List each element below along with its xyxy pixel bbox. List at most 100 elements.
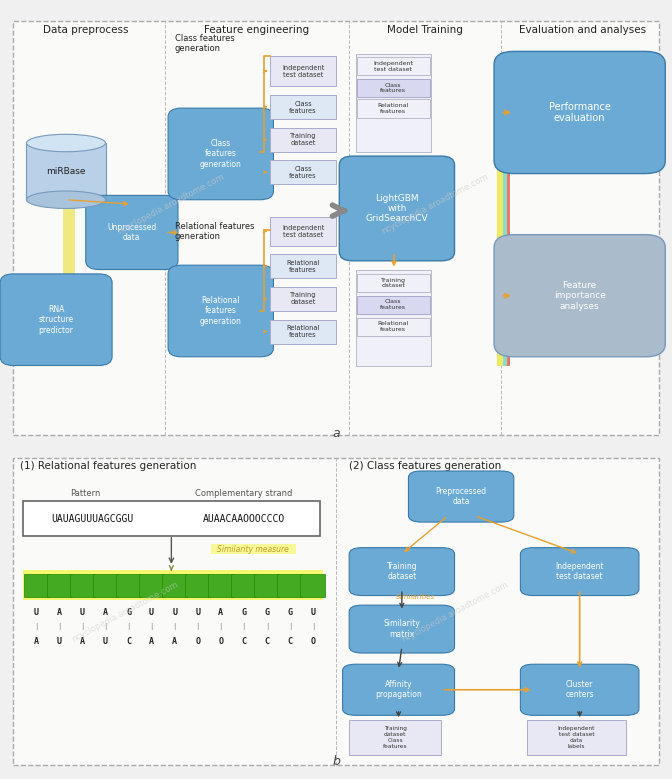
FancyBboxPatch shape [494,51,665,174]
FancyBboxPatch shape [231,574,256,597]
Text: A: A [218,608,223,617]
Text: ncyclopedia.aroadtome.com: ncyclopedia.aroadtome.com [116,172,226,236]
Text: |: | [104,623,107,630]
Bar [270,128,336,152]
Text: Class
features: Class features [380,83,407,93]
Text: Class
features: Class features [289,100,317,114]
Text: O: O [195,637,200,647]
Text: U: U [149,608,154,617]
FancyBboxPatch shape [24,574,49,597]
Bar [270,254,336,278]
FancyBboxPatch shape [300,574,325,597]
Text: a: a [332,427,340,439]
Text: U: U [103,637,108,647]
Text: AUAACAAOOOCCCO: AUAACAAOOOCCCO [203,514,285,524]
Bar [23,570,323,601]
Text: |: | [243,623,245,630]
Text: Training
dataset
Class
features: Training dataset Class features [383,727,408,749]
Text: Independent
test dataset: Independent test dataset [282,225,325,238]
Bar [270,217,336,245]
Text: O: O [310,637,315,647]
FancyBboxPatch shape [254,574,280,597]
Text: Relational features
generation: Relational features generation [175,221,254,241]
Text: Relational
features: Relational features [378,321,409,332]
Text: Evaluation and analyses: Evaluation and analyses [519,25,646,35]
Text: |: | [128,623,130,630]
Text: |: | [173,623,176,630]
Text: Class features
generation: Class features generation [175,34,235,54]
FancyBboxPatch shape [70,574,95,597]
Bar [357,57,429,76]
Text: C: C [264,637,269,647]
Text: G: G [264,608,269,617]
FancyBboxPatch shape [168,265,274,357]
Text: Similarities: Similarities [395,594,435,600]
Text: G: G [241,608,247,617]
Bar [503,69,507,365]
Bar [357,274,429,292]
Text: Class
features
generation: Class features generation [200,139,242,169]
Text: RNA
structure
predictor: RNA structure predictor [38,305,74,335]
Text: A: A [149,637,154,647]
FancyBboxPatch shape [520,664,639,715]
Text: Data preprocess: Data preprocess [43,25,128,35]
Ellipse shape [26,134,106,152]
Text: A: A [57,608,62,617]
FancyBboxPatch shape [13,21,659,435]
Bar [26,143,106,199]
Text: LightGBM
with
GridSearchCV: LightGBM with GridSearchCV [366,193,428,224]
Ellipse shape [26,191,106,209]
Text: |: | [289,623,291,630]
Text: Similarity measure: Similarity measure [218,545,290,554]
Text: U: U [310,608,315,617]
Text: Unprocessed
data: Unprocessed data [108,223,157,242]
FancyBboxPatch shape [47,574,72,597]
FancyBboxPatch shape [520,548,639,596]
Text: Complementary strand: Complementary strand [195,489,292,498]
Text: U: U [34,608,39,617]
Bar [355,270,431,365]
FancyBboxPatch shape [116,574,141,597]
Text: Feature
importance
analyses: Feature importance analyses [554,280,605,311]
Bar [357,318,429,336]
FancyBboxPatch shape [349,605,454,653]
Text: C: C [126,637,131,647]
Text: |: | [220,623,222,630]
Text: |: | [196,623,199,630]
FancyBboxPatch shape [139,574,164,597]
Bar [357,100,429,118]
Text: Performance
evaluation: Performance evaluation [549,102,611,123]
Bar [270,56,336,86]
FancyBboxPatch shape [339,156,454,261]
Bar [270,319,336,344]
Bar [357,296,429,314]
Text: Training
dataset: Training dataset [381,277,406,288]
Text: U: U [172,608,177,617]
Text: Affinity
propagation: Affinity propagation [375,680,422,700]
Text: Similarity
matrix: Similarity matrix [384,619,420,639]
Text: (1) Relational features generation: (1) Relational features generation [20,461,196,471]
Text: Preprocessed
data: Preprocessed data [435,487,487,506]
Text: UAUAGUUUAGCGGU: UAUAGUUUAGCGGU [51,514,134,524]
Bar [497,69,503,365]
Bar [527,720,626,756]
Text: Training
dataset: Training dataset [290,292,317,305]
Bar [349,720,442,756]
Text: U: U [195,608,200,617]
Text: ncyclopedia.aroadtome.com: ncyclopedia.aroadtome.com [400,580,509,643]
FancyBboxPatch shape [93,574,118,597]
Bar [62,199,75,348]
Text: |: | [58,623,60,630]
Bar [270,160,336,185]
FancyBboxPatch shape [185,574,210,597]
Text: (2) Class features generation: (2) Class features generation [349,461,501,471]
FancyBboxPatch shape [343,664,454,715]
Text: A: A [34,637,39,647]
Text: Training
dataset: Training dataset [290,133,317,146]
Bar [270,287,336,311]
Text: C: C [241,637,247,647]
Text: Class
features: Class features [289,166,317,179]
FancyBboxPatch shape [86,196,178,270]
FancyBboxPatch shape [13,458,659,765]
Text: G: G [288,608,292,617]
